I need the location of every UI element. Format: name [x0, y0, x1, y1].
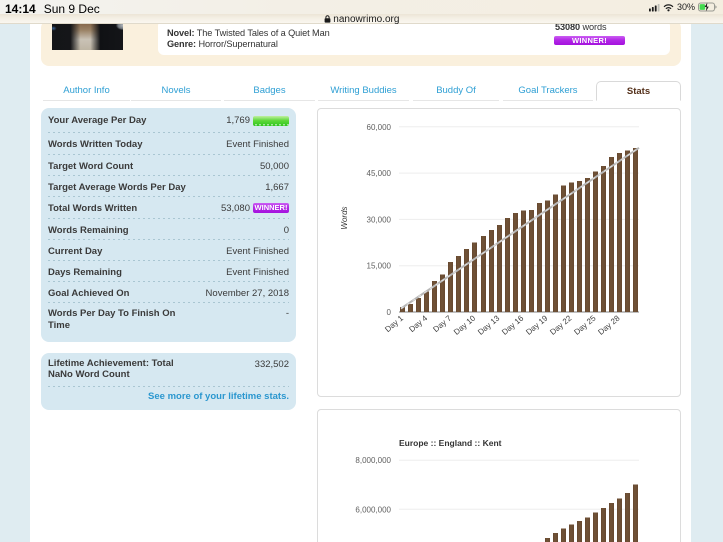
svg-text:8,000,000: 8,000,000: [355, 456, 391, 465]
svg-text:0: 0: [387, 308, 392, 317]
svg-text:Day 22: Day 22: [548, 313, 574, 337]
svg-text:Day 10: Day 10: [452, 313, 478, 337]
svg-text:Day 25: Day 25: [572, 313, 598, 337]
svg-text:Words: Words: [340, 206, 349, 229]
svg-text:Day 19: Day 19: [524, 313, 550, 337]
svg-text:Day 16: Day 16: [500, 313, 526, 337]
svg-text:15,000: 15,000: [367, 262, 392, 271]
svg-text:Day 4: Day 4: [407, 313, 429, 334]
svg-text:Europe :: England :: Kent: Europe :: England :: Kent: [399, 438, 502, 448]
svg-text:45,000: 45,000: [367, 169, 392, 178]
svg-text:Day 7: Day 7: [431, 313, 453, 334]
svg-text:Day 28: Day 28: [596, 313, 622, 337]
svg-text:60,000: 60,000: [367, 123, 392, 132]
svg-text:30,000: 30,000: [367, 215, 392, 224]
svg-text:Day 13: Day 13: [476, 313, 502, 337]
svg-text:6,000,000: 6,000,000: [355, 505, 391, 514]
